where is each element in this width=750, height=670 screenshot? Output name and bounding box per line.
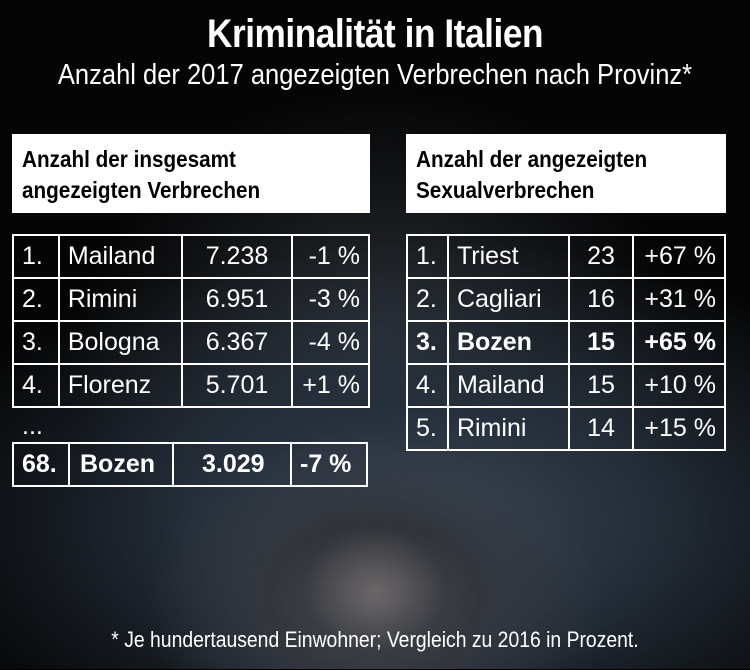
- table-row: 1. Triest 23 +67 %: [406, 234, 726, 279]
- change-cell: +15 %: [632, 406, 726, 451]
- change-cell: +1 %: [290, 363, 371, 408]
- count-cell: 7.238: [181, 234, 293, 279]
- highlight-divider: [290, 442, 292, 487]
- highlight-city: Bozen: [80, 450, 155, 478]
- sexual-crimes-table: 1. Triest 23 +67 % 2. Cagliari 16 +31 % …: [406, 234, 726, 451]
- count-cell: 15: [567, 363, 635, 408]
- table-row: 1. Mailand 7.238 -1 %: [12, 234, 371, 279]
- highlight-count: 3.029: [202, 450, 265, 478]
- right-header-line-2: Sexualverbrechen: [416, 177, 595, 203]
- table-row: 3. Bologna 6.367 -4 %: [12, 320, 371, 365]
- table-row: 4. Florenz 5.701 +1 %: [12, 363, 371, 408]
- city-cell: Mailand: [57, 234, 184, 279]
- face-shadow: [245, 480, 505, 670]
- page-subtitle: Anzahl der 2017 angezeigten Verbrechen n…: [57, 59, 693, 91]
- total-crimes-table: 1. Mailand 7.238 -1 % 2. Rimini 6.951 -3…: [12, 234, 371, 408]
- table-row-highlight: 3. Bozen 15 +65 %: [406, 320, 726, 365]
- rank-cell: 2.: [406, 277, 449, 322]
- city-cell: Triest: [446, 234, 570, 279]
- city-cell: Bologna: [57, 320, 184, 365]
- change-cell: -4 %: [290, 320, 371, 365]
- rank-cell: 3.: [12, 320, 60, 365]
- rank-cell: 1.: [12, 234, 60, 279]
- right-header-line-1: Anzahl der angezeigten: [416, 146, 648, 172]
- count-cell: 15: [567, 320, 635, 365]
- table-row: 4. Mailand 15 +10 %: [406, 363, 726, 408]
- change-cell: -3 %: [290, 277, 371, 322]
- city-cell: Florenz: [57, 363, 184, 408]
- change-cell: +65 %: [632, 320, 726, 365]
- count-cell: 16: [567, 277, 635, 322]
- city-cell: Mailand: [446, 363, 570, 408]
- city-cell: Rimini: [446, 406, 570, 451]
- left-header-line-2: angezeigten Verbrechen: [22, 177, 261, 203]
- left-table-header: Anzahl der insgesamt angezeigten Verbrec…: [12, 134, 370, 213]
- city-cell: Cagliari: [446, 277, 570, 322]
- count-cell: 14: [567, 406, 635, 451]
- rank-cell: 3.: [406, 320, 449, 365]
- highlight-change: -7 %: [300, 450, 352, 478]
- city-cell: Bozen: [446, 320, 570, 365]
- highlight-divider: [172, 442, 174, 487]
- count-cell: 6.367: [181, 320, 293, 365]
- count-cell: 6.951: [181, 277, 293, 322]
- rank-cell: 2.: [12, 277, 60, 322]
- footnote: * Je hundertausend Einwohner; Vergleich …: [111, 627, 639, 652]
- table-row: 5. Rimini 14 +15 %: [406, 406, 726, 451]
- rank-cell: 5.: [406, 406, 449, 451]
- table-row: 2. Rimini 6.951 -3 %: [12, 277, 371, 322]
- ellipsis: ...: [22, 412, 43, 440]
- change-cell: +67 %: [632, 234, 726, 279]
- rank-cell: 4.: [12, 363, 60, 408]
- change-cell: -1 %: [290, 234, 371, 279]
- page-title: Kriminalität in Italien: [206, 12, 544, 56]
- rank-cell: 4.: [406, 363, 449, 408]
- change-cell: +10 %: [632, 363, 726, 408]
- rank-cell: 1.: [406, 234, 449, 279]
- change-cell: +31 %: [632, 277, 726, 322]
- highlight-row-box: [12, 442, 368, 487]
- count-cell: 23: [567, 234, 635, 279]
- highlight-rank: 68.: [22, 450, 57, 478]
- count-cell: 5.701: [181, 363, 293, 408]
- right-table-header: Anzahl der angezeigten Sexualverbrechen: [406, 134, 726, 213]
- left-header-line-1: Anzahl der insgesamt: [22, 146, 236, 172]
- highlight-divider: [68, 442, 70, 487]
- table-row: 2. Cagliari 16 +31 %: [406, 277, 726, 322]
- city-cell: Rimini: [57, 277, 184, 322]
